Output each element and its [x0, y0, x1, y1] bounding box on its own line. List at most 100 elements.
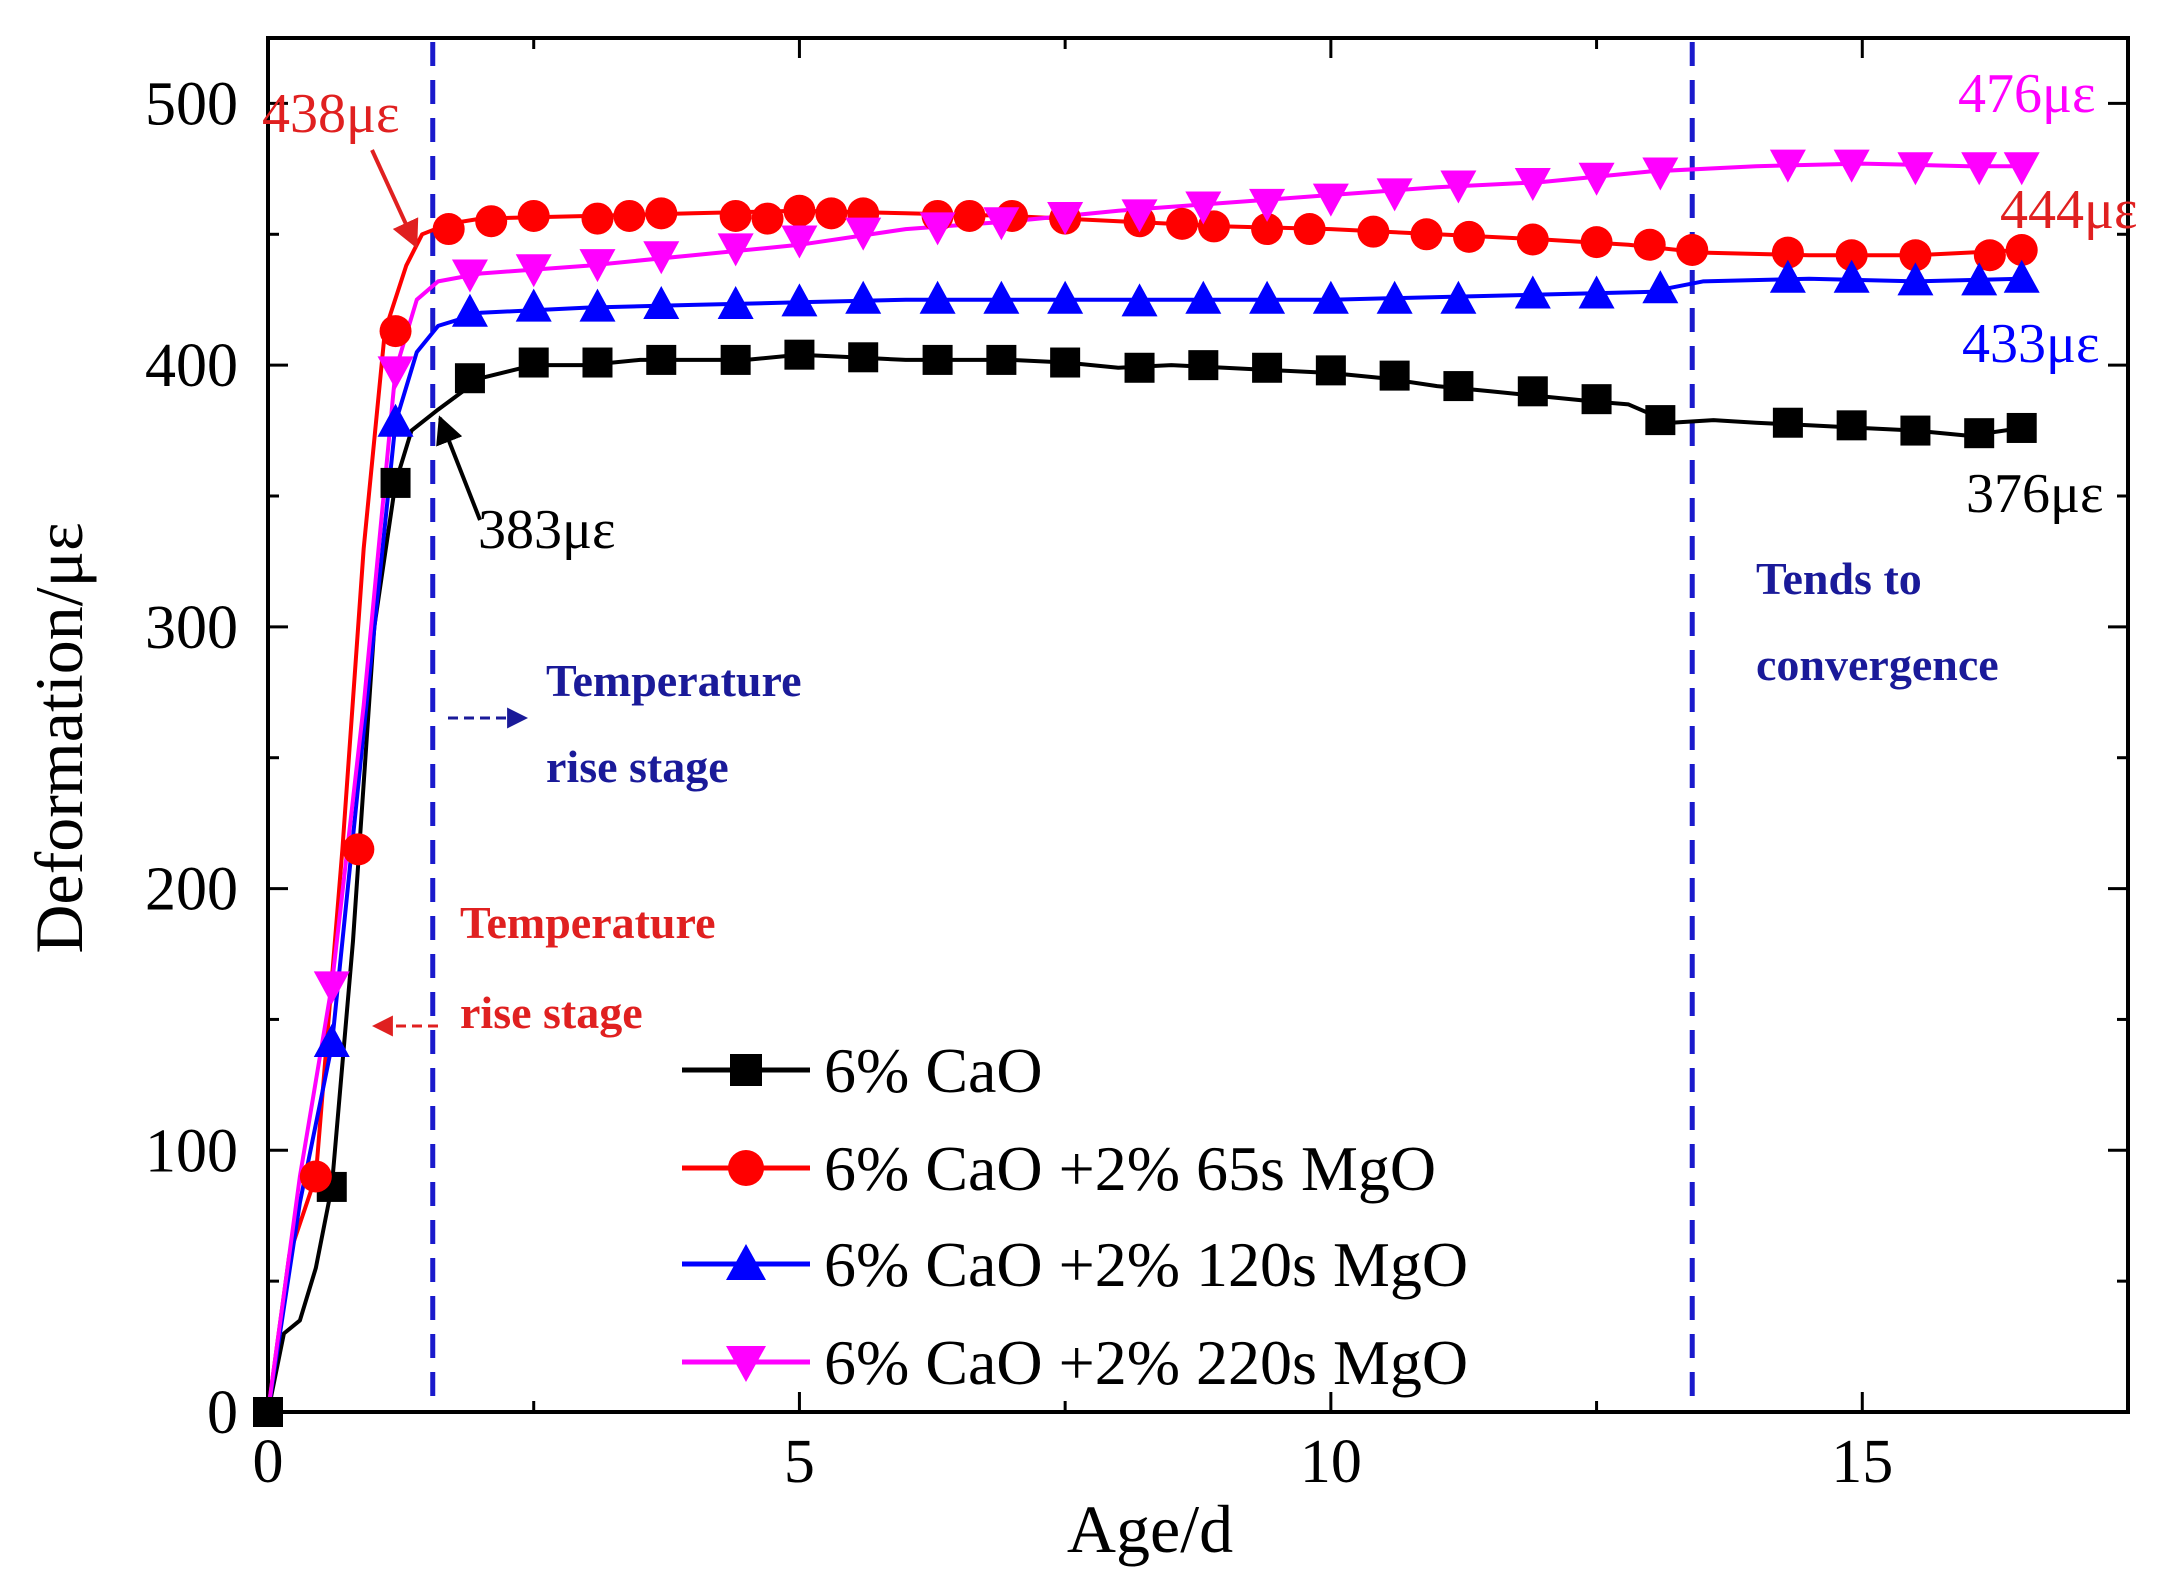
data-point — [579, 288, 616, 322]
data-point — [1357, 215, 1390, 248]
data-point — [1645, 405, 1676, 436]
data-point — [1185, 280, 1222, 314]
data-point — [2006, 412, 2037, 443]
data-point — [1440, 280, 1477, 314]
data-point — [1376, 178, 1413, 212]
data-point — [582, 347, 613, 378]
data-point — [313, 1023, 350, 1057]
data-point — [1124, 352, 1155, 383]
data-point — [518, 347, 549, 378]
data-point — [1514, 275, 1551, 309]
plot-area — [266, 36, 2130, 1414]
data-point — [380, 467, 411, 498]
data-point — [720, 344, 751, 375]
data-point — [717, 285, 754, 319]
data-point — [643, 285, 680, 319]
data-point — [1249, 280, 1286, 314]
data-point — [1897, 262, 1934, 296]
data-point — [781, 225, 818, 259]
data-point — [1185, 191, 1222, 225]
data-point — [986, 344, 1017, 375]
data-point — [299, 1160, 332, 1193]
y-tick-label: 200 — [145, 856, 238, 924]
plot-border — [266, 36, 2130, 1414]
data-point — [1047, 280, 1084, 314]
data-point — [953, 199, 986, 232]
data-point — [1376, 280, 1413, 314]
data-point — [719, 199, 752, 232]
data-point — [342, 833, 375, 866]
data-point — [1833, 259, 1870, 293]
x-tick-label: 5 — [784, 1428, 815, 1496]
data-point — [432, 213, 465, 246]
data-point — [1249, 188, 1286, 222]
data-point — [1961, 262, 1998, 296]
annotation-438: 438με — [262, 83, 400, 145]
data-point — [1676, 233, 1709, 266]
data-point — [2003, 259, 2040, 293]
annotation-444: 444με — [2000, 179, 2138, 241]
data-point — [1293, 213, 1326, 246]
annotation-476: 476με — [1958, 63, 2096, 125]
data-point — [1897, 152, 1934, 186]
data-point — [1836, 410, 1867, 441]
stage-blue-label-line2: rise stage — [546, 741, 729, 792]
data-point — [1581, 384, 1612, 415]
data-point — [845, 280, 882, 314]
data-point — [517, 199, 550, 232]
data-point — [1410, 218, 1443, 251]
data-point — [1835, 239, 1868, 272]
data-point — [1252, 352, 1283, 383]
x-tick-label: 15 — [1831, 1428, 1893, 1496]
x-tick-label: 0 — [253, 1428, 284, 1496]
data-point — [717, 233, 754, 267]
data-point — [1769, 149, 1806, 183]
data-point — [1642, 157, 1679, 191]
annotation-arrows — [370, 149, 529, 1037]
data-point — [1514, 167, 1551, 201]
y-tick-label: 100 — [145, 1117, 238, 1185]
series-markers-2 — [313, 259, 2040, 1057]
stage-blue-label-line1: Temperature — [546, 655, 802, 706]
data-point — [1121, 283, 1158, 317]
data-point — [1633, 228, 1666, 261]
data-point — [1833, 149, 1870, 183]
stage-divider-lines — [430, 42, 1695, 1410]
legend: 6% CaO 6% CaO +2% 65s MgO 6% CaO +2% 120… — [682, 1035, 1468, 1398]
legend-label-2: 6% CaO +2% 120s MgO — [824, 1229, 1468, 1300]
legend-label-0: 6% CaO — [824, 1035, 1043, 1106]
data-point — [815, 197, 848, 230]
arrow-438 — [370, 149, 419, 249]
data-series — [253, 149, 2040, 1427]
legend-marker-1 — [728, 1150, 764, 1186]
data-point — [1312, 280, 1349, 314]
data-point — [781, 283, 818, 317]
data-point — [1973, 239, 2006, 272]
annotations: 438με 383με 476με 444με 433με 376με Temp… — [262, 63, 2138, 1038]
data-point — [645, 197, 678, 230]
data-point — [751, 202, 784, 235]
data-point — [919, 212, 956, 246]
data-point — [1121, 199, 1158, 233]
data-point — [377, 403, 414, 437]
data-point — [451, 293, 488, 327]
data-point — [643, 241, 680, 275]
data-point — [1771, 236, 1804, 269]
y-tick-label: 400 — [145, 332, 238, 400]
data-point — [784, 339, 815, 370]
data-point — [253, 1397, 283, 1427]
data-point — [1961, 152, 1998, 186]
data-point — [454, 363, 485, 394]
data-point — [1312, 183, 1349, 217]
data-point — [1251, 213, 1284, 246]
data-point — [515, 288, 552, 322]
axis-ticks: 0 5 10 15 0 100 200 300 400 500 — [145, 38, 2130, 1496]
data-point — [475, 205, 508, 238]
data-point — [646, 344, 677, 375]
data-point — [983, 280, 1020, 314]
legend-marker-3 — [726, 1346, 766, 1382]
y-axis-title: Deformation/με — [21, 522, 97, 953]
data-point — [845, 217, 882, 251]
data-point — [1516, 223, 1549, 256]
